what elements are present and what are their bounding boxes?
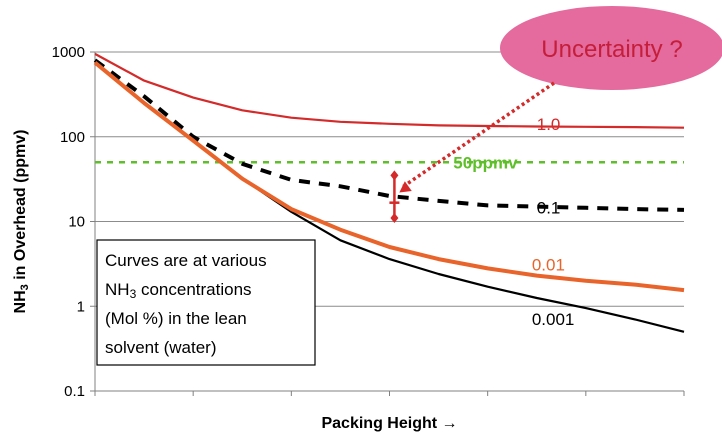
series-line-1-0: [94, 52, 685, 129]
annotation-text-part: concentrations: [136, 280, 251, 299]
annotation-line: solvent (water): [105, 338, 216, 357]
callout-arrow-head: [399, 181, 412, 193]
series-label: 0.1: [537, 198, 561, 217]
uncertainty-marker-low: [390, 212, 399, 223]
annotation-subscript: 3: [130, 287, 137, 301]
x-axis-label: Packing Height →: [321, 415, 457, 432]
limit-line-label: 50ppmv: [453, 153, 518, 172]
uncertainty-callout: Uncertainty ?: [399, 6, 722, 193]
annotation-frame: [96, 239, 316, 366]
uncertainty-marker-high: [390, 170, 399, 181]
y-tick-label: 10: [68, 214, 85, 231]
series-labels: 1.0 0.1 0.01 0.001 50ppmv: [453, 115, 574, 329]
y-axis-label-main: NH: [12, 290, 29, 313]
annotation-box: Curves are at various NH3 concentrations (…: [96, 239, 316, 366]
y-tick-label: 0.1: [64, 383, 85, 400]
annotation-line: Curves are at various: [105, 251, 267, 270]
annotation-text-part: NH: [105, 280, 130, 299]
callout-arrow-line: [402, 81, 555, 188]
series-lines: [93, 52, 685, 333]
series-label: 1.0: [537, 115, 561, 134]
series-line-0-1: [93, 58, 685, 212]
y-tick-label: 100: [60, 129, 85, 146]
series-label: 0.001: [532, 310, 575, 329]
callout-text: Uncertainty ?: [541, 36, 682, 63]
axes: 0.1 1 10 100 1000: [52, 44, 685, 400]
series-line-0-01: [93, 61, 685, 293]
y-tick-label: 1: [77, 298, 85, 315]
y-axis-label-rest: in Overhead (ppmv): [12, 130, 29, 285]
annotation-line: (Mol %) in the lean: [105, 309, 247, 328]
y-tick-label: 1000: [52, 44, 85, 61]
uncertainty-bar: [389, 170, 400, 223]
y-axis-label-subscript: 3: [19, 284, 31, 290]
y-axis-label: NH3 in Overhead (ppmv): [12, 130, 31, 314]
series-label: 0.01: [532, 255, 565, 274]
callout-ellipse: [500, 6, 722, 90]
annotation-line: NH3 concentrations: [105, 280, 252, 301]
